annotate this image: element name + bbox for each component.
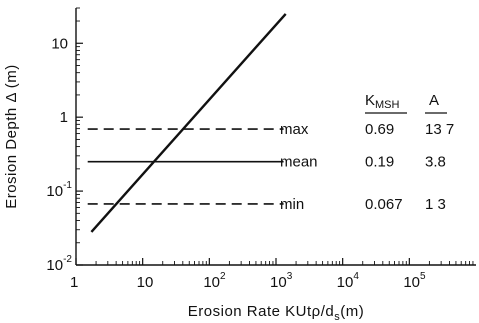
axes	[75, 7, 476, 266]
x-tick-exponent: 4	[353, 271, 359, 282]
table-header-k-subscript: MSH	[375, 99, 400, 111]
x-axis-title-unit: (m)	[340, 303, 364, 320]
x-tick-exponent: 5	[420, 271, 426, 282]
table-header-k: KMSH	[365, 92, 400, 111]
x-axis-title: Erosion Rate KUtρ/ds(m)	[188, 303, 364, 323]
row-label-max: max	[280, 121, 309, 138]
x-tick-label: 10	[137, 274, 154, 291]
x-tick-label: 103	[270, 271, 293, 291]
series-group	[87, 13, 287, 233]
x-tick-exponent: 3	[287, 271, 293, 282]
erosion-line	[90, 13, 287, 233]
x-tick-label: 105	[403, 271, 426, 291]
x-tick-label: 1	[70, 274, 78, 291]
row-k-value: 0.067	[365, 196, 403, 213]
y-tick-base: 10	[46, 257, 63, 274]
table-header-a: A	[429, 92, 439, 109]
y-tick-label: 1	[60, 109, 68, 126]
row-a-value: 3.8	[425, 154, 446, 171]
x-tick-exponent: 2	[220, 271, 226, 282]
row-label-min: min	[280, 196, 304, 213]
row-k-value: 0.69	[365, 121, 394, 138]
x-axis-title-subscript: s	[334, 311, 340, 323]
row-a-value: 1 3	[425, 196, 446, 213]
y-tick-base: 10	[46, 183, 63, 200]
y-tick-exponent: -2	[63, 254, 72, 265]
y-tick-label: 10-1	[46, 180, 72, 200]
y-tick-label: 10	[51, 35, 68, 52]
x-tick-label: 102	[203, 271, 226, 291]
axis-titles: Erosion Rate KUtρ/ds(m) Erosion Depth Δ (…	[3, 64, 364, 323]
row-a-value: 13 7	[425, 121, 454, 138]
x-axis-title-main: Erosion Rate KUtρ/d	[188, 303, 334, 320]
x-tick-label: 104	[337, 271, 360, 291]
y-tick-exponent: -1	[63, 180, 72, 191]
y-axis-title: Erosion Depth Δ (m)	[3, 64, 20, 209]
row-k-value: 0.19	[365, 154, 394, 171]
row-label-mean: mean	[280, 154, 318, 171]
y-tick-label: 10-2	[46, 254, 72, 274]
